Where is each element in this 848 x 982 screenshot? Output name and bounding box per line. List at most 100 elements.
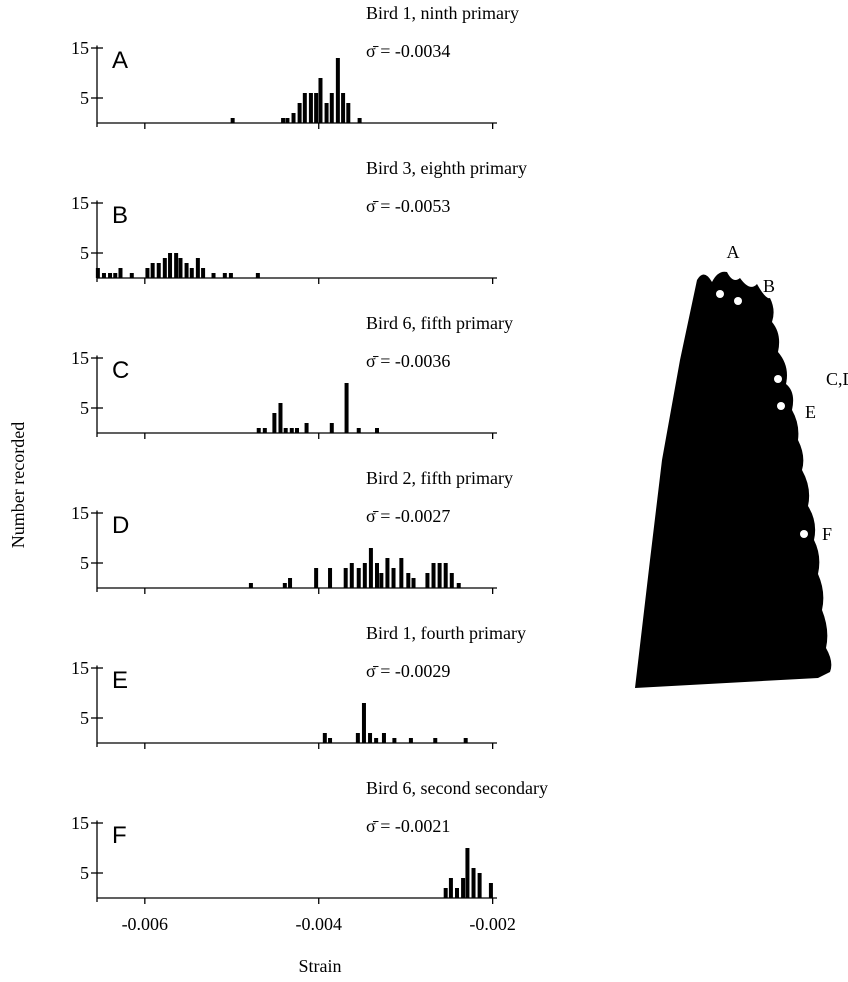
bar [456,583,461,588]
bar [408,738,413,743]
bar [374,738,379,743]
site-label: A [727,242,740,262]
y-tick-label: 15 [71,813,89,833]
bar [346,103,351,123]
y-tick-label: 5 [80,708,89,728]
bar [355,733,360,743]
mean-annotation: σ̄ = -0.0021 [366,816,450,836]
bar [211,273,216,278]
bar [381,733,386,743]
x-axis-label: Strain [299,956,342,976]
bar [291,113,296,123]
y-tick-label: 15 [71,348,89,368]
bar [113,273,118,278]
bar [285,118,290,123]
bar [108,273,113,278]
bar [328,738,333,743]
bar [368,733,373,743]
bar [162,258,167,278]
site-label: E [805,402,816,422]
bar [95,268,100,278]
panel-title: Bird 6, fifth primary [366,313,513,333]
site-label: C,D [826,369,848,389]
mean-annotation: σ̄ = -0.0029 [366,661,450,681]
mean-annotation: σ̄ = -0.0053 [366,196,450,216]
bar [295,428,299,433]
bar [488,883,493,898]
y-tick-label: 5 [80,88,89,108]
bar [328,568,333,588]
bar [425,573,430,588]
bar [168,253,173,278]
bar [437,563,442,588]
bar [362,563,367,588]
site-dot [777,402,785,410]
panel-title: Bird 6, second secondary [366,778,548,798]
bar [375,563,379,588]
panel-letter: F [112,822,127,849]
bar [318,78,323,123]
bar [256,428,261,433]
bar [357,118,362,123]
panel-title: Bird 3, eighth primary [366,158,527,178]
bar [329,93,334,123]
bar [375,428,379,433]
bar [156,263,161,278]
y-tick-label: 5 [80,243,89,263]
bar [322,733,327,743]
panel-title: Bird 1, ninth primary [366,3,519,23]
bar [228,273,233,278]
bar [308,93,313,123]
site-dot [734,297,742,305]
histogram-panel: Bird 3, eighth primary σ̄ = -0.0053 B 5 15 [71,158,527,284]
x-tick-label: -0.004 [295,914,342,934]
bar [178,258,183,278]
y-tick-label: 5 [80,863,89,883]
site-dot [774,375,782,383]
bar [385,558,390,588]
bar [314,568,319,588]
bar [349,563,354,588]
bar [278,403,283,433]
bar [230,118,235,123]
bar [465,848,470,898]
bar [471,868,476,898]
bar [101,273,106,278]
bar [343,568,348,588]
bar [283,428,288,433]
y-tick-label: 15 [71,193,89,213]
bar [356,568,361,588]
bar [411,578,416,588]
bar [477,873,482,898]
site-label: F [822,524,832,544]
histogram-panel: Bird 1, ninth primary σ̄ = -0.0034 A 5 15 [71,3,519,129]
x-tick-label: -0.006 [122,914,169,934]
bar [282,583,287,588]
histogram-panel: Bird 6, fifth primary σ̄ = -0.0036 C 5 15 [71,313,513,439]
mean-annotation: σ̄ = -0.0036 [366,351,450,371]
bar [406,573,411,588]
bar [195,258,200,278]
x-tick-label: -0.002 [469,914,516,934]
y-tick-label: 15 [71,503,89,523]
panel-letter: C [112,357,129,384]
bar [288,578,293,588]
bar [272,413,277,433]
bar [184,263,189,278]
bar [379,573,384,588]
bar [145,268,150,278]
bar [314,93,319,123]
bar [392,738,397,743]
bar [222,273,227,278]
bar [341,93,346,123]
panel-letter: A [112,47,128,74]
bar [255,273,260,278]
mean-annotation: σ̄ = -0.0027 [366,506,450,526]
bar [302,93,307,123]
wing-diagram: A B C,D E F [635,242,848,688]
bar [329,423,334,433]
bar [289,428,294,433]
bar [399,558,404,588]
bar [443,563,448,588]
